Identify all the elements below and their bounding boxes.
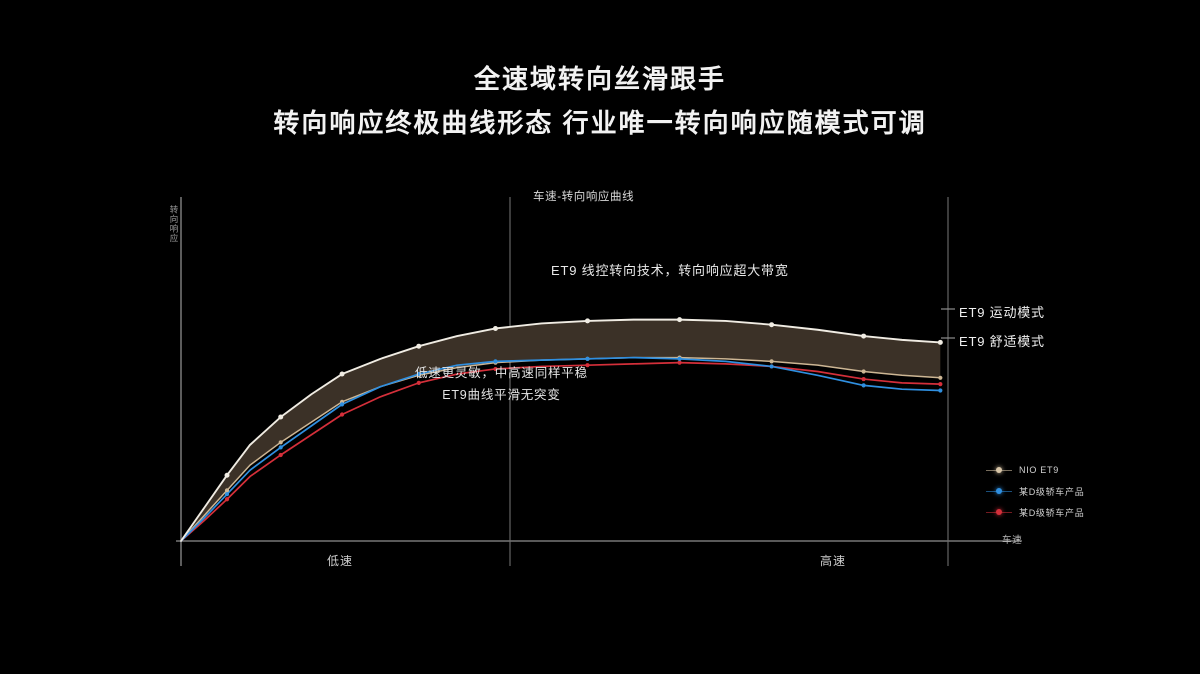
data-point-marker — [493, 326, 498, 331]
callout-label-et9-comfort: ET9 舒适模式 — [959, 331, 1045, 350]
callout-label-et9-sport: ET9 运动模式 — [959, 302, 1045, 321]
data-point-marker — [340, 372, 345, 377]
x-tick-label-low-speed: 低速 — [327, 552, 353, 569]
legend-item[interactable]: 某D级轿车产品 — [986, 506, 1084, 518]
data-point-marker — [862, 377, 866, 381]
data-point-marker — [862, 383, 866, 387]
data-point-marker — [278, 415, 283, 420]
x-tick-label-high-speed: 高速 — [820, 552, 846, 569]
annotation-smoothness-line-2: ET9曲线平滑无突变 — [415, 385, 588, 407]
legend-marker-icon — [986, 486, 1012, 496]
annotation-smoothness-line-1: 低速更灵敏，中高速同样平稳 — [415, 366, 588, 380]
legend-marker-icon — [986, 507, 1012, 517]
chart-legend: NIO ET9 某D级轿车产品某D级轿车产品 — [986, 464, 1084, 518]
data-point-marker — [416, 344, 421, 349]
data-point-marker — [225, 488, 229, 492]
data-point-marker — [938, 382, 942, 386]
chart-title: 车速-转向响应曲线 — [533, 188, 634, 204]
data-point-marker — [677, 317, 682, 322]
bandwidth-fill-area — [181, 320, 940, 541]
data-point-marker — [225, 497, 229, 501]
data-point-marker — [862, 369, 866, 373]
data-point-marker — [585, 357, 589, 361]
data-point-marker — [340, 412, 344, 416]
steering-response-chart: 车速-转向响应曲线 ET9 线控转向技术，转向响应超大带宽 低速更灵敏，中高速同… — [0, 0, 1200, 674]
data-point-marker — [340, 402, 344, 406]
data-point-marker — [938, 376, 942, 380]
data-point-marker — [585, 318, 590, 323]
legend-label: NIO ET9 — [1019, 465, 1059, 475]
data-point-marker — [279, 440, 283, 444]
x-axis-label: 车速 — [1002, 532, 1022, 546]
data-point-marker — [279, 453, 283, 457]
legend-label: 某D级轿车产品 — [1019, 506, 1084, 519]
annotation-smoothness: 低速更灵敏，中高速同样平稳 ET9曲线平滑无突变 — [415, 363, 588, 407]
legend-label: 某D级轿车产品 — [1019, 485, 1084, 498]
data-point-marker — [861, 334, 866, 339]
legend-marker-icon — [986, 465, 1012, 475]
data-point-marker — [225, 473, 230, 478]
data-point-marker — [769, 322, 774, 327]
data-point-marker — [938, 388, 942, 392]
data-point-marker — [769, 364, 773, 368]
data-point-marker — [225, 492, 229, 496]
data-point-marker — [677, 357, 681, 361]
slide-root: 全速域转向丝滑跟手 转向响应终极曲线形态 行业唯一转向响应随模式可调 — [0, 0, 1200, 674]
annotation-bandwidth: ET9 线控转向技术，转向响应超大带宽 — [551, 260, 789, 279]
data-point-marker — [938, 340, 943, 345]
legend-item[interactable]: 某D级轿车产品 — [986, 485, 1084, 497]
legend-item[interactable]: NIO ET9 — [986, 464, 1084, 476]
data-point-marker — [677, 361, 681, 365]
data-point-marker — [769, 359, 773, 363]
y-axis-label: 转向响应 — [158, 205, 180, 243]
data-point-marker — [279, 445, 283, 449]
